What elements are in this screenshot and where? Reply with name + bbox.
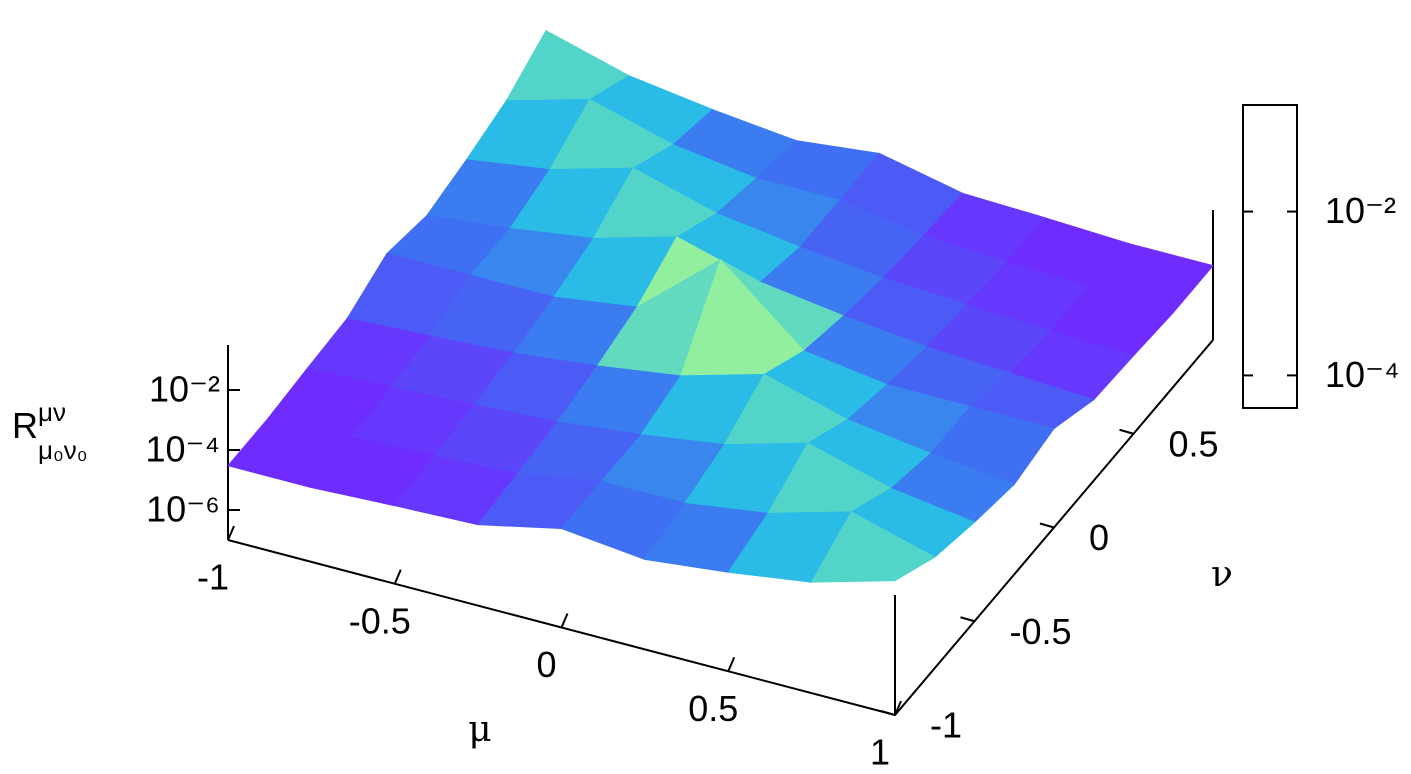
z-tick-label: 10⁻⁶ [146, 489, 220, 530]
x-tick-label: 0 [536, 644, 556, 685]
z-label-base: R [12, 405, 38, 446]
y-tick [1039, 522, 1055, 529]
z-axis-label: Rμν μ₀ν₀ [12, 397, 88, 465]
z-label-sup: μν [38, 397, 66, 427]
z-label-sub: μ₀ν₀ [38, 435, 88, 465]
y-tick [960, 616, 975, 623]
z-tick-label: 10⁻² [149, 369, 220, 410]
x-tick [393, 569, 402, 585]
colorbar-tick-label: 10⁻² [1325, 190, 1396, 231]
y-axis-label: ν [1211, 554, 1233, 595]
x-tick-label: -1 [197, 557, 229, 598]
x-axis-label: μ [468, 709, 491, 750]
y-tick-label: -1 [930, 705, 962, 746]
x-tick [227, 525, 235, 541]
y-tick [880, 710, 896, 716]
x-tick [560, 613, 569, 628]
x-tick [894, 700, 902, 716]
x-tick [727, 656, 736, 672]
y-tick [1119, 428, 1134, 435]
y-tick-label: 0.5 [1169, 423, 1219, 464]
y-tick-label: 0 [1089, 517, 1109, 558]
colorbar-tick-label: 10⁻⁴ [1325, 354, 1400, 395]
x-tick-label: -0.5 [349, 600, 411, 641]
y-tick-label: -0.5 [1010, 611, 1072, 652]
x-tick-label: 0.5 [688, 688, 738, 729]
x-tick-label: 1 [870, 732, 890, 773]
surface-patch [810, 511, 936, 583]
z-tick-label: 10⁻⁴ [145, 429, 220, 470]
colorbar [1242, 104, 1298, 409]
